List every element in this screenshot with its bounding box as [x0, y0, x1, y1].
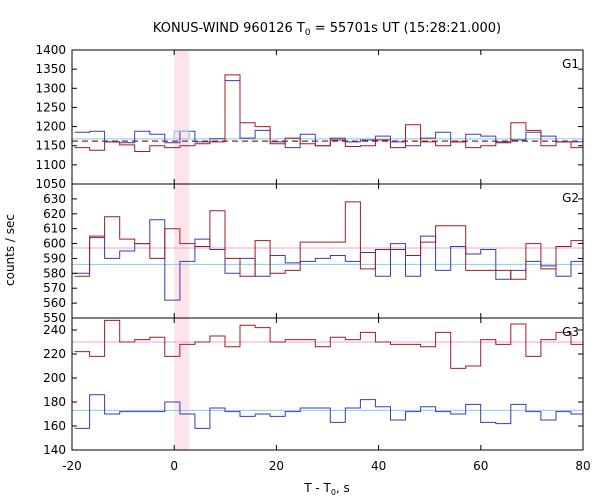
- series-blue-step: [74, 219, 583, 301]
- series-blue-step: [74, 80, 583, 149]
- y-tick-label: 1300: [35, 81, 66, 95]
- y-tick-label: 610: [43, 222, 66, 236]
- y-tick-label: 1100: [35, 158, 66, 172]
- y-tick-label: 1250: [35, 100, 66, 114]
- series-red-step: [74, 201, 583, 280]
- y-tick-label: 590: [43, 251, 66, 265]
- panel-label-g1: G1: [562, 57, 579, 71]
- y-tick-label: 600: [43, 237, 66, 251]
- x-axis-label-rest: , s: [336, 481, 350, 495]
- chart-title-main: KONUS-WIND 960126 T: [153, 21, 305, 36]
- x-tick-label: -20: [62, 459, 82, 473]
- y-tick-label: 620: [43, 207, 66, 221]
- y-tick-label: 1050: [35, 177, 66, 191]
- panel-label-g3: G3: [562, 325, 579, 339]
- y-tick-label: 560: [43, 296, 66, 310]
- series-red-step: [74, 74, 583, 152]
- y-tick-label: 1150: [35, 139, 66, 153]
- y-tick-label: 220: [43, 347, 66, 361]
- y-tick-label: 1400: [35, 43, 66, 57]
- chart-panels: 1050 1100 1150 1200 1250 1300 1350 1400 G1 550560…: [35, 43, 584, 457]
- highlight-band: [174, 318, 190, 450]
- y-tick-label: 630: [43, 192, 66, 206]
- x-tick-label: 20: [269, 459, 284, 473]
- chart-title: KONUS-WIND 960126 T0 = 55701s UT (15:28:…: [153, 21, 501, 38]
- highlight-bin-cyan: [173, 130, 190, 139]
- x-tick-label: 0: [170, 459, 178, 473]
- x-axis-label-main: T - T: [303, 481, 331, 495]
- panel-frame: [71, 49, 584, 185]
- chart-title-rest: = 55701s UT (15:28:21.000): [311, 21, 501, 36]
- panel-g1: 1050 1100 1150 1200 1250 1300 1350 1400 G1: [35, 43, 584, 191]
- x-tick-label: 80: [575, 459, 590, 473]
- panel-frame: [71, 317, 584, 451]
- panel-frame: [71, 183, 584, 319]
- x-tick-label: 60: [473, 459, 488, 473]
- panel-g3: 140 160 180 200 220 240 G3: [43, 317, 584, 457]
- y-tick-label: 550: [43, 311, 66, 325]
- y-tick-label: 180: [43, 395, 66, 409]
- x-axis: -20 0 20 40 60 80: [62, 459, 590, 473]
- x-axis-label: T - T0, s: [303, 481, 350, 497]
- x-tick-label: 40: [371, 459, 386, 473]
- chart-title-subscript: 0: [305, 28, 311, 38]
- y-tick-label: 140: [43, 443, 66, 457]
- panel-label-g2: G2: [562, 191, 579, 205]
- x-axis-label-subscript: 0: [331, 488, 336, 497]
- y-tick-label: 1200: [35, 120, 66, 134]
- highlight-band: [174, 184, 190, 318]
- y-tick-label: 570: [43, 281, 66, 295]
- y-tick-label: 160: [43, 419, 66, 433]
- y-tick-label: 1350: [35, 62, 66, 76]
- y-axis-label: counts / sec: [3, 214, 17, 286]
- highlight-band: [174, 50, 190, 184]
- series-red-step: [74, 319, 583, 369]
- y-tick-label: 580: [43, 266, 66, 280]
- series-blue-step: [74, 394, 583, 429]
- y-tick-label: 200: [43, 371, 66, 385]
- y-tick-label: 240: [43, 323, 66, 337]
